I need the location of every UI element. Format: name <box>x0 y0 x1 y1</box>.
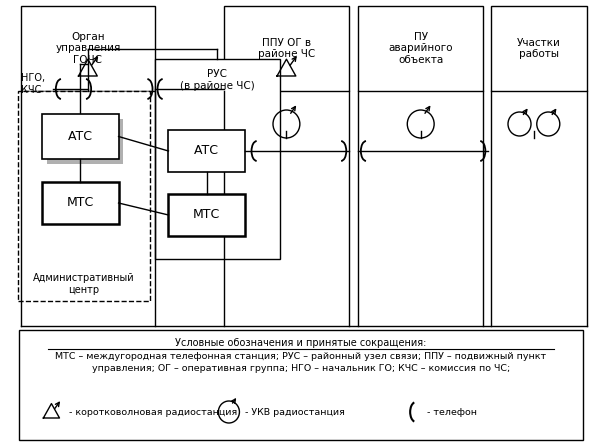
Bar <box>42 114 119 159</box>
Text: НГО,
КЧС: НГО, КЧС <box>20 73 45 95</box>
Bar <box>224 6 349 91</box>
Text: ПУ
аварийного
объекта: ПУ аварийного объекта <box>388 32 453 65</box>
Bar <box>20 6 155 91</box>
Text: МТС: МТС <box>67 197 94 210</box>
Text: Административный
центр: Административный центр <box>33 274 135 295</box>
Text: АТС: АТС <box>194 144 219 158</box>
Bar <box>491 6 587 91</box>
Text: - УКВ радиостанция: - УКВ радиостанция <box>245 408 345 416</box>
Text: управления; ОГ – оперативная группа; НГО – начальник ГО; КЧС – комиссия по ЧС;: управления; ОГ – оперативная группа; НГО… <box>92 364 510 373</box>
Bar <box>169 194 245 236</box>
Bar <box>18 91 150 301</box>
Bar <box>169 130 245 172</box>
Text: РУС
(в районе ЧС): РУС (в районе ЧС) <box>180 69 255 91</box>
Bar <box>42 182 119 224</box>
Bar <box>19 330 583 440</box>
Text: Участки
работы: Участки работы <box>517 38 560 59</box>
Bar <box>155 59 280 259</box>
Text: МТС: МТС <box>193 209 220 222</box>
Text: Орган
управления
ГОЧС: Орган управления ГОЧС <box>55 32 120 65</box>
Text: ППУ ОГ в
районе ЧС: ППУ ОГ в районе ЧС <box>258 38 315 59</box>
Text: АТС: АТС <box>67 130 93 143</box>
Bar <box>358 6 483 91</box>
Text: - телефон: - телефон <box>427 408 477 416</box>
Text: МТС – междугородная телефонная станция; РУС – районный узел связи; ППУ – подвижн: МТС – междугородная телефонная станция; … <box>55 352 547 361</box>
Bar <box>46 119 123 164</box>
Text: - коротковолновая радиостанция: - коротковолновая радиостанция <box>69 408 237 416</box>
Text: Условные обозначения и принятые сокращения:: Условные обозначения и принятые сокращен… <box>175 338 426 348</box>
